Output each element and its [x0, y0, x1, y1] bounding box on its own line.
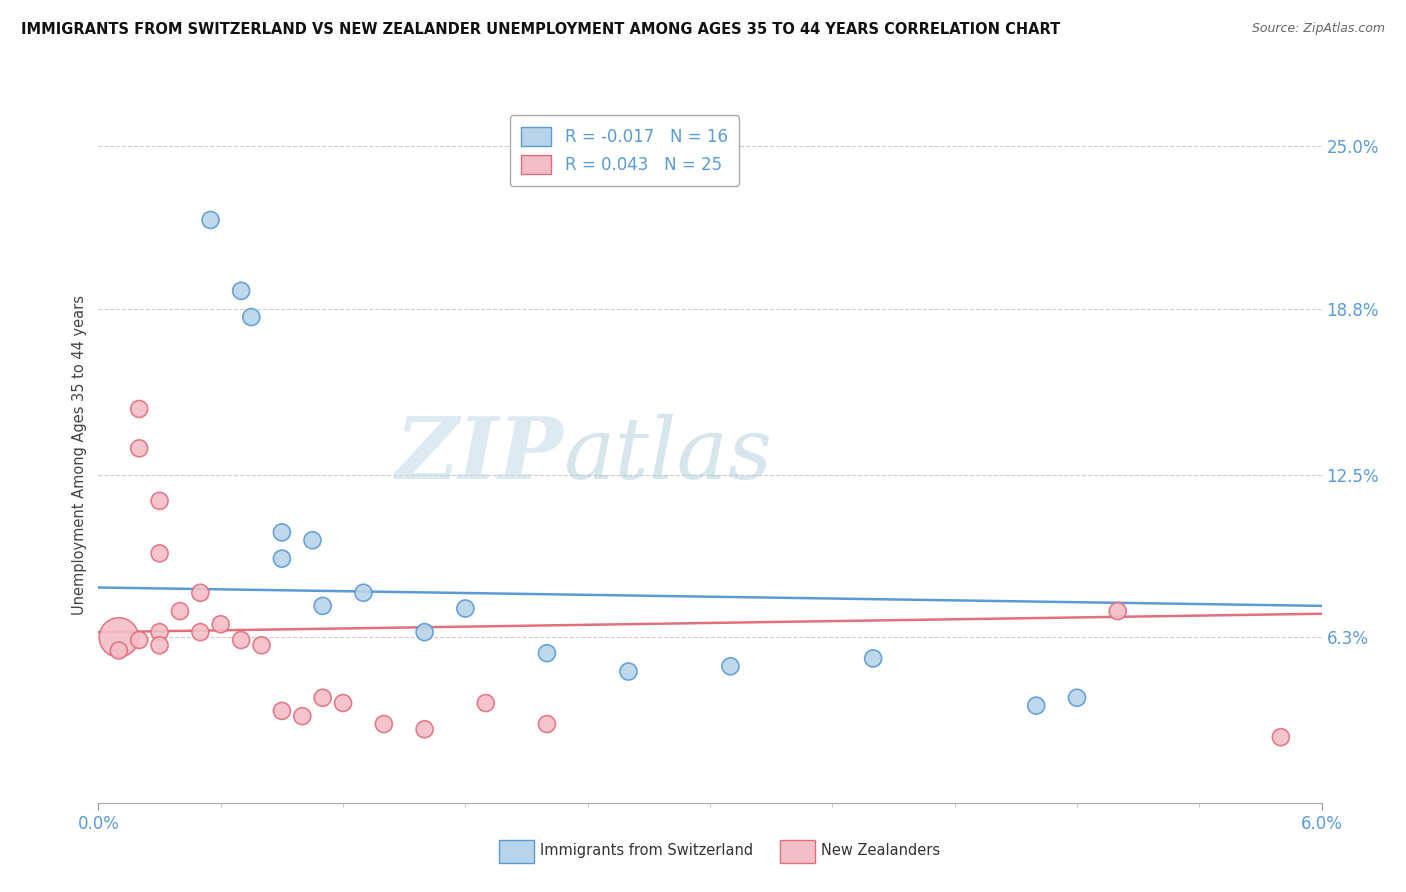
- Point: [718, 659, 742, 673]
- Point: [332, 696, 354, 710]
- Y-axis label: Unemployment Among Ages 35 to 44 years: Unemployment Among Ages 35 to 44 years: [72, 295, 87, 615]
- Point: [1066, 690, 1088, 705]
- Point: [250, 638, 273, 652]
- Point: [128, 633, 150, 648]
- Point: [1025, 698, 1047, 713]
- Point: [1107, 604, 1129, 618]
- Text: Source: ZipAtlas.com: Source: ZipAtlas.com: [1251, 22, 1385, 36]
- Point: [1270, 730, 1292, 744]
- Point: [270, 525, 292, 540]
- Point: [454, 601, 477, 615]
- Text: IMMIGRANTS FROM SWITZERLAND VS NEW ZEALANDER UNEMPLOYMENT AMONG AGES 35 TO 44 YE: IMMIGRANTS FROM SWITZERLAND VS NEW ZEALA…: [21, 22, 1060, 37]
- Point: [352, 586, 374, 600]
- Point: [188, 586, 212, 600]
- Point: [149, 494, 172, 508]
- Point: [311, 690, 335, 705]
- Text: Immigrants from Switzerland: Immigrants from Switzerland: [540, 843, 754, 857]
- Point: [240, 310, 263, 324]
- Point: [311, 599, 335, 613]
- Point: [617, 665, 640, 679]
- Point: [291, 709, 314, 723]
- Point: [188, 625, 212, 640]
- Point: [862, 651, 884, 665]
- Point: [149, 625, 172, 640]
- Text: atlas: atlas: [564, 414, 772, 496]
- Point: [128, 442, 150, 456]
- Point: [474, 696, 498, 710]
- Text: New Zealanders: New Zealanders: [821, 843, 941, 857]
- Text: ZIP: ZIP: [395, 413, 564, 497]
- Point: [536, 717, 558, 731]
- Point: [270, 704, 292, 718]
- Point: [536, 646, 558, 660]
- Point: [108, 631, 131, 645]
- Point: [413, 625, 436, 640]
- Point: [301, 533, 323, 548]
- Point: [108, 643, 131, 657]
- Legend: R = -0.017   N = 16, R = 0.043   N = 25: R = -0.017 N = 16, R = 0.043 N = 25: [509, 115, 740, 186]
- Point: [413, 723, 436, 737]
- Point: [209, 617, 232, 632]
- Point: [200, 213, 222, 227]
- Point: [373, 717, 395, 731]
- Point: [270, 551, 292, 566]
- Point: [149, 638, 172, 652]
- Point: [231, 284, 253, 298]
- Point: [128, 401, 150, 416]
- Point: [149, 546, 172, 560]
- Point: [231, 633, 253, 648]
- Point: [169, 604, 191, 618]
